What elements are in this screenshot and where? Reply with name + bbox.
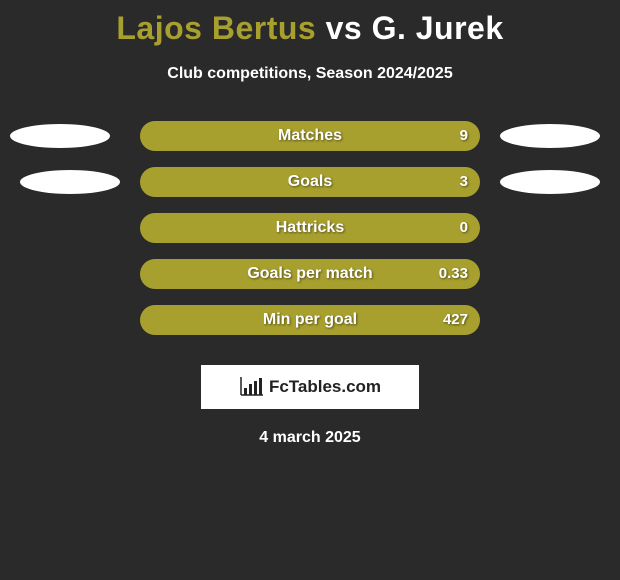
- right-ellipse: [500, 170, 600, 194]
- stat-value: 0.33: [439, 259, 468, 289]
- page-title: Lajos Bertus vs G. Jurek: [0, 0, 620, 47]
- date-text: 4 march 2025: [0, 429, 620, 447]
- stat-row: Goals per match 0.33: [0, 259, 620, 305]
- stat-label: Matches: [140, 121, 480, 151]
- logo-box: FcTables.com: [201, 365, 419, 409]
- stat-row: Hattricks 0: [0, 213, 620, 259]
- logo-text: FcTables.com: [269, 377, 381, 397]
- title-player2: G. Jurek: [372, 10, 504, 46]
- right-ellipse: [500, 124, 600, 148]
- stat-row: Matches 9: [0, 121, 620, 167]
- title-vs: vs: [326, 10, 363, 46]
- title-player1: Lajos Bertus: [116, 10, 316, 46]
- stat-value: 9: [460, 121, 468, 151]
- left-ellipse: [20, 170, 120, 194]
- stat-label: Min per goal: [140, 305, 480, 335]
- stats-rows: Matches 9 Goals 3 Hattricks 0 Goals per …: [0, 121, 620, 351]
- stat-value: 0: [460, 213, 468, 243]
- infographic-container: Lajos Bertus vs G. Jurek Club competitio…: [0, 0, 620, 580]
- bar-chart-icon: [239, 377, 263, 397]
- subtitle: Club competitions, Season 2024/2025: [0, 65, 620, 83]
- stat-label: Goals per match: [140, 259, 480, 289]
- stat-value: 3: [460, 167, 468, 197]
- stat-row: Goals 3: [0, 167, 620, 213]
- stat-row: Min per goal 427: [0, 305, 620, 351]
- stat-label: Goals: [140, 167, 480, 197]
- left-ellipse: [10, 124, 110, 148]
- stat-label: Hattricks: [140, 213, 480, 243]
- stat-value: 427: [443, 305, 468, 335]
